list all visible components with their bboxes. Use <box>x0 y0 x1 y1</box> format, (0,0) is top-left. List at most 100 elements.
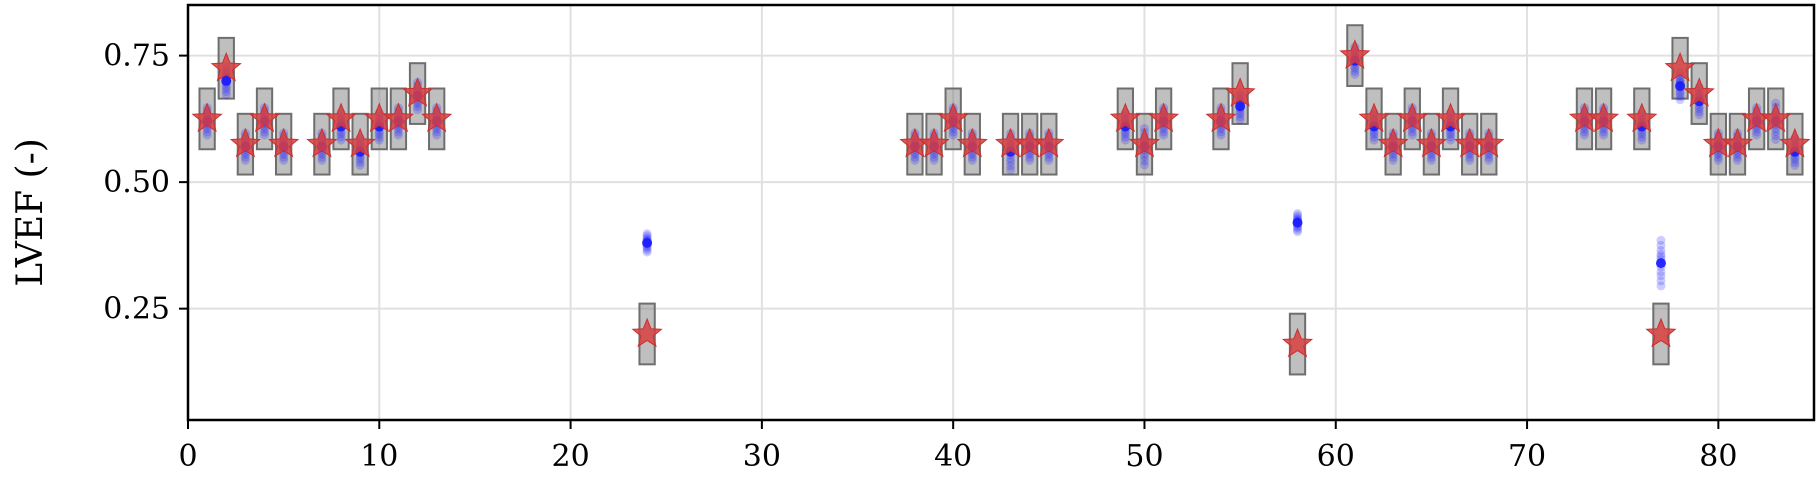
prediction-point <box>317 155 327 165</box>
prediction-point <box>1790 157 1800 167</box>
prediction-point <box>1675 92 1685 102</box>
prediction-point <box>1694 107 1704 117</box>
reference-star <box>1205 102 1237 133</box>
prediction-point <box>221 75 232 86</box>
prediction-point <box>1675 95 1685 105</box>
prediction-point <box>1006 157 1016 167</box>
reference-star <box>1281 327 1314 358</box>
prediction-point <box>1292 217 1303 228</box>
reference-star <box>382 102 414 133</box>
prediction-point <box>1235 115 1245 125</box>
prediction-point <box>336 129 346 139</box>
prediction-point <box>1656 281 1666 291</box>
reference-star <box>956 127 988 158</box>
prediction-point <box>1426 155 1436 165</box>
prediction-point <box>1465 152 1475 162</box>
prediction-point <box>393 130 403 140</box>
prediction-point <box>1675 89 1685 99</box>
prediction-point <box>240 152 250 162</box>
prediction-point <box>1120 129 1130 139</box>
prediction-point <box>240 155 250 165</box>
prediction-point <box>1446 129 1456 139</box>
reference-star <box>1760 102 1792 133</box>
prediction-point <box>1025 155 1035 165</box>
prediction-point <box>967 152 977 162</box>
prediction-point <box>1216 127 1226 137</box>
prediction-point <box>1293 211 1303 221</box>
prediction-point <box>642 247 652 257</box>
prediction-point <box>1656 267 1666 277</box>
prediction-point <box>1599 127 1609 137</box>
x-tick-label: 30 <box>743 439 781 474</box>
prediction-point <box>393 127 403 137</box>
prediction-point <box>1293 227 1303 237</box>
prediction-point <box>221 84 231 94</box>
prediction-point <box>1694 104 1704 114</box>
prediction-point <box>1752 127 1762 137</box>
prediction-point <box>1006 165 1016 175</box>
prediction-point <box>1159 130 1169 140</box>
prediction-point <box>260 130 270 140</box>
prediction-point <box>260 127 270 137</box>
prediction-point <box>1139 152 1149 162</box>
reference-stars <box>191 39 1811 358</box>
x-tick-label: 10 <box>360 439 398 474</box>
prediction-point <box>374 129 384 139</box>
prediction-point <box>1159 127 1169 137</box>
prediction-point <box>279 152 289 162</box>
reference-star <box>1224 77 1256 107</box>
reference-star <box>1148 102 1180 133</box>
reference-star <box>1339 39 1371 69</box>
prediction-point <box>1656 245 1666 255</box>
prediction-point <box>1732 155 1742 165</box>
prediction-point <box>1752 130 1762 140</box>
reference-star <box>937 102 969 133</box>
prediction-point <box>1369 132 1379 142</box>
prediction-point <box>1006 154 1016 164</box>
reference-star <box>268 127 300 158</box>
prediction-point <box>221 90 231 100</box>
prediction-point <box>1790 154 1800 164</box>
reference-star <box>1664 51 1696 82</box>
prediction-point <box>1465 155 1475 165</box>
prediction-point <box>1293 209 1303 219</box>
reference-star <box>1377 127 1409 158</box>
reference-star <box>210 51 242 82</box>
prediction-point <box>1771 131 1781 141</box>
prediction-point <box>336 135 346 145</box>
x-tick-label: 60 <box>1317 439 1355 474</box>
prediction-point <box>279 155 289 165</box>
prediction-point <box>929 152 939 162</box>
prediction-point <box>355 154 365 164</box>
prediction-point <box>929 155 939 165</box>
prediction-point <box>355 160 365 170</box>
y-tick-label: 0.50 <box>103 165 170 200</box>
prediction-point <box>1407 130 1417 140</box>
prediction-point <box>1655 258 1666 269</box>
reference-star <box>1358 102 1390 133</box>
prediction-point <box>1771 135 1781 145</box>
prediction-point <box>1293 225 1303 235</box>
prediction-point <box>413 102 423 112</box>
reference-star <box>1588 102 1620 133</box>
prediction-point <box>1120 135 1130 145</box>
prediction-point <box>1637 132 1647 142</box>
prediction-point <box>642 245 652 255</box>
reference-star <box>631 317 663 348</box>
reference-star <box>1473 127 1505 158</box>
reference-star <box>1033 127 1065 158</box>
prediction-point <box>1350 63 1360 73</box>
x-tick-label: 20 <box>551 439 589 474</box>
reference-star <box>344 127 376 158</box>
prediction-point <box>432 127 442 137</box>
x-tick-label: 80 <box>1699 439 1737 474</box>
reference-star <box>1683 77 1715 107</box>
reference-star <box>1434 102 1467 133</box>
prediction-point <box>910 152 920 162</box>
prediction-point <box>948 130 958 140</box>
prediction-point <box>1656 271 1666 281</box>
prediction-point <box>1579 127 1589 137</box>
prediction-point <box>374 135 384 145</box>
reference-star <box>306 127 338 158</box>
prediction-point <box>1235 101 1246 112</box>
